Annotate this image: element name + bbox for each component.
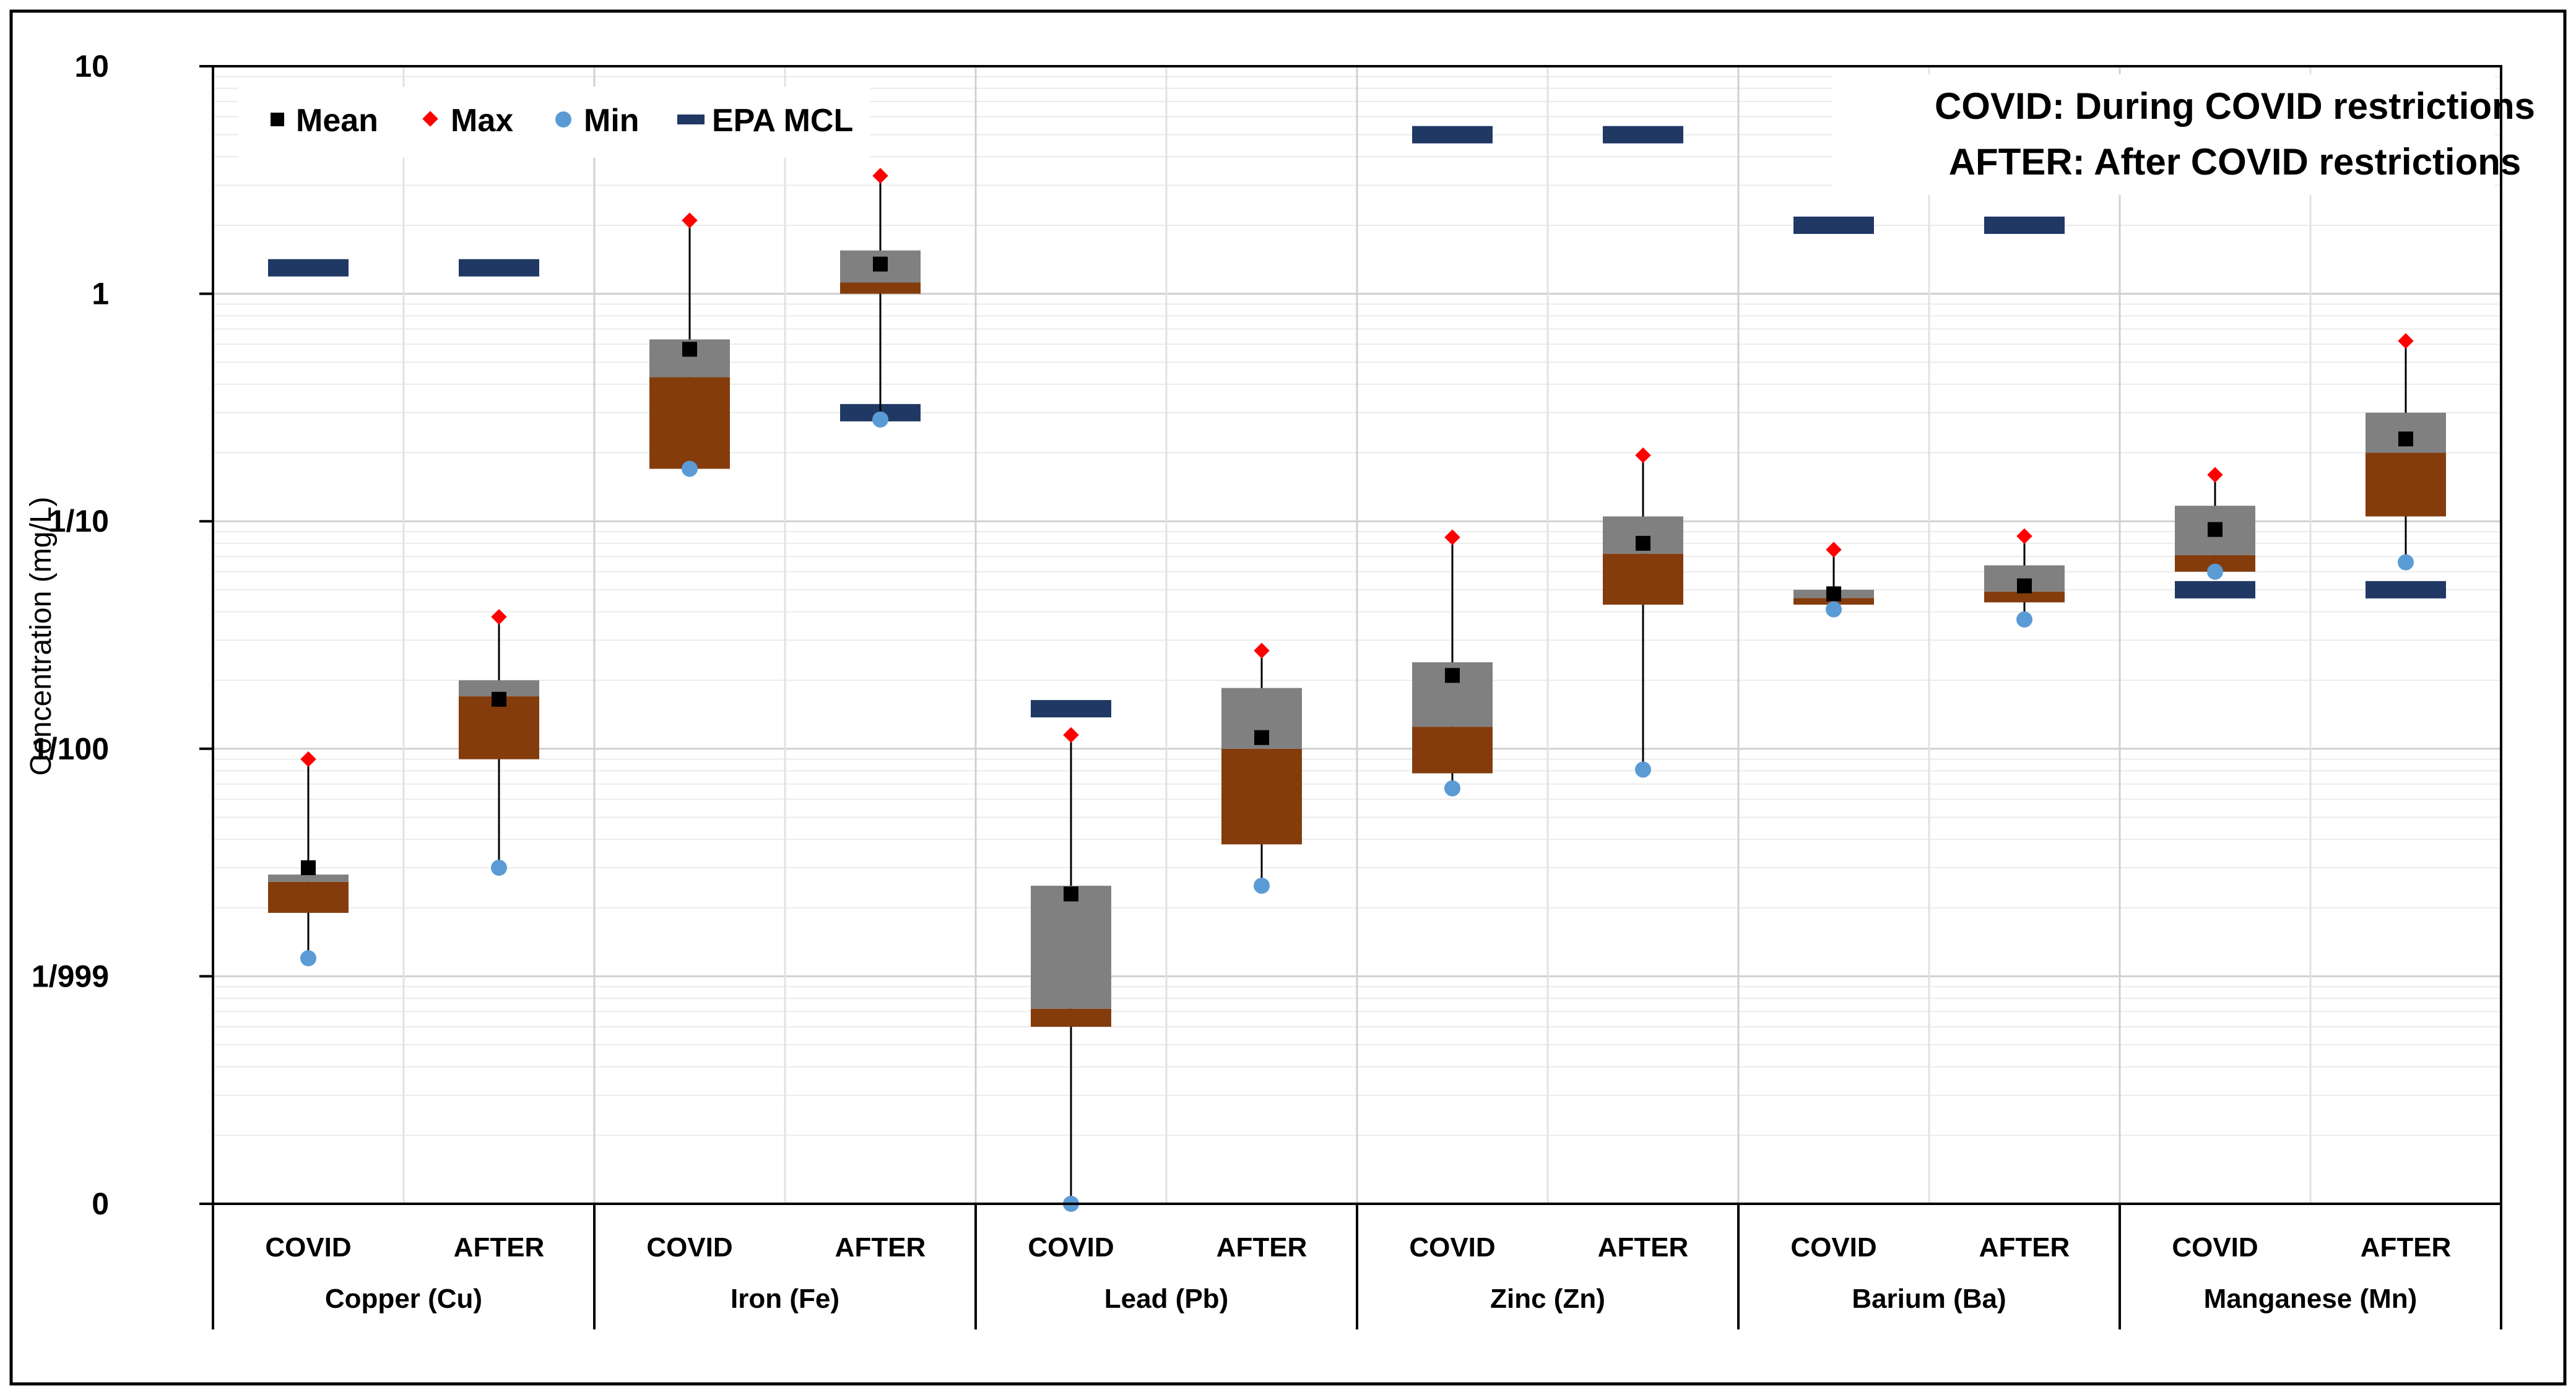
y-tick-label: 1/999 — [32, 959, 109, 993]
mean-marker — [1064, 886, 1078, 902]
min-marker — [1635, 761, 1651, 778]
mean-marker — [682, 342, 697, 357]
epa-mcl-bar — [268, 259, 349, 277]
note-after: AFTER: After COVID restrictions — [1949, 141, 2522, 183]
min-marker — [682, 460, 698, 477]
mean-marker — [1254, 730, 1269, 745]
mean-marker — [2017, 578, 2032, 594]
group-label: Iron (Fe) — [731, 1284, 839, 1314]
upper-box — [268, 875, 349, 882]
epa-mcl-bar — [1793, 216, 1874, 234]
group-label: Barium (Ba) — [1852, 1284, 2006, 1314]
min-marker — [1254, 878, 1270, 894]
epa-mcl-bar — [1412, 126, 1493, 144]
legend-min-icon — [555, 111, 571, 127]
group-label: Zinc (Zn) — [1490, 1284, 1605, 1314]
group-label: Lead (Pb) — [1104, 1284, 1228, 1314]
y-tick-label: 1/10 — [49, 504, 109, 538]
max-marker — [491, 608, 507, 625]
series-label: AFTER — [454, 1232, 545, 1263]
lower-box — [2366, 452, 2446, 517]
min-marker — [872, 411, 888, 428]
epa-mcl-bar — [1984, 216, 2065, 234]
lower-box — [268, 881, 349, 913]
min-marker — [1444, 780, 1460, 797]
mean-marker — [1445, 668, 1460, 683]
min-marker — [2398, 554, 2414, 571]
lower-box — [1412, 727, 1493, 774]
y-tick-label: 0 — [92, 1186, 109, 1221]
y-tick-label: 10 — [74, 49, 109, 84]
series-label: AFTER — [2361, 1232, 2452, 1263]
series-label: COVID — [646, 1232, 732, 1263]
legend-max-label: Max — [451, 103, 513, 139]
group-label: Copper (Cu) — [325, 1284, 482, 1314]
series-label: COVID — [265, 1232, 351, 1263]
lower-box — [459, 696, 539, 759]
mean-marker — [873, 256, 888, 272]
notes-background — [1832, 74, 2495, 195]
series-label: AFTER — [1979, 1232, 2070, 1263]
lower-box — [1031, 1008, 1111, 1027]
legend: Mean Max Min EPA MCL — [238, 87, 870, 158]
group-label: Manganese (Mn) — [2204, 1284, 2418, 1314]
min-marker — [491, 860, 507, 876]
mean-marker — [1826, 586, 1841, 602]
legend-mean-icon — [271, 113, 284, 126]
legend-max-icon — [422, 111, 438, 127]
lower-box — [1221, 748, 1302, 845]
series-label: AFTER — [1216, 1232, 1308, 1263]
legend-mcl-label: EPA MCL — [712, 103, 853, 139]
min-marker — [1826, 601, 1842, 618]
mean-marker — [1636, 535, 1650, 551]
series-label: COVID — [1790, 1232, 1876, 1263]
lower-box — [649, 377, 730, 469]
mean-marker — [301, 860, 316, 876]
y-tick-label: 1 — [92, 277, 109, 311]
legend-min-label: Min — [584, 103, 640, 139]
min-marker — [300, 950, 316, 967]
epa-mcl-bar — [1031, 700, 1111, 718]
note-covid: COVID: During COVID restrictions — [1935, 85, 2535, 127]
series-label: AFTER — [835, 1232, 926, 1263]
epa-mcl-bar — [1603, 126, 1683, 144]
legend-mean-label: Mean — [296, 103, 378, 139]
axis-layer: 10 1 1/10 1/100 1/999 0 Copper (Cu) COVID AFTER I… — [32, 49, 2502, 1329]
lower-box — [1603, 553, 1683, 605]
legend-mcl-icon — [677, 115, 705, 124]
series-label: COVID — [1028, 1232, 1114, 1263]
covid-notes: COVID: During COVID restrictions AFTER: … — [1832, 74, 2535, 195]
epa-mcl-bar — [459, 259, 539, 277]
min-marker — [2016, 611, 2032, 628]
min-marker — [2207, 563, 2223, 580]
mean-marker — [492, 691, 506, 707]
epa-mcl-bar — [2366, 581, 2446, 598]
legend-background — [238, 87, 870, 158]
epa-mcl-bar — [2175, 581, 2255, 598]
box-layer — [268, 175, 2446, 1204]
lower-box — [840, 282, 921, 294]
mean-marker — [2398, 431, 2413, 447]
series-label: AFTER — [1598, 1232, 1689, 1263]
series-label: COVID — [1409, 1232, 1495, 1263]
upper-box — [1031, 886, 1111, 1009]
y-tick-label: 1/100 — [32, 732, 109, 766]
lower-box — [1984, 592, 2065, 603]
mean-marker — [2208, 522, 2223, 537]
series-label: COVID — [2172, 1232, 2258, 1263]
y-axis-title: Concentration (mg/L) — [25, 497, 58, 776]
